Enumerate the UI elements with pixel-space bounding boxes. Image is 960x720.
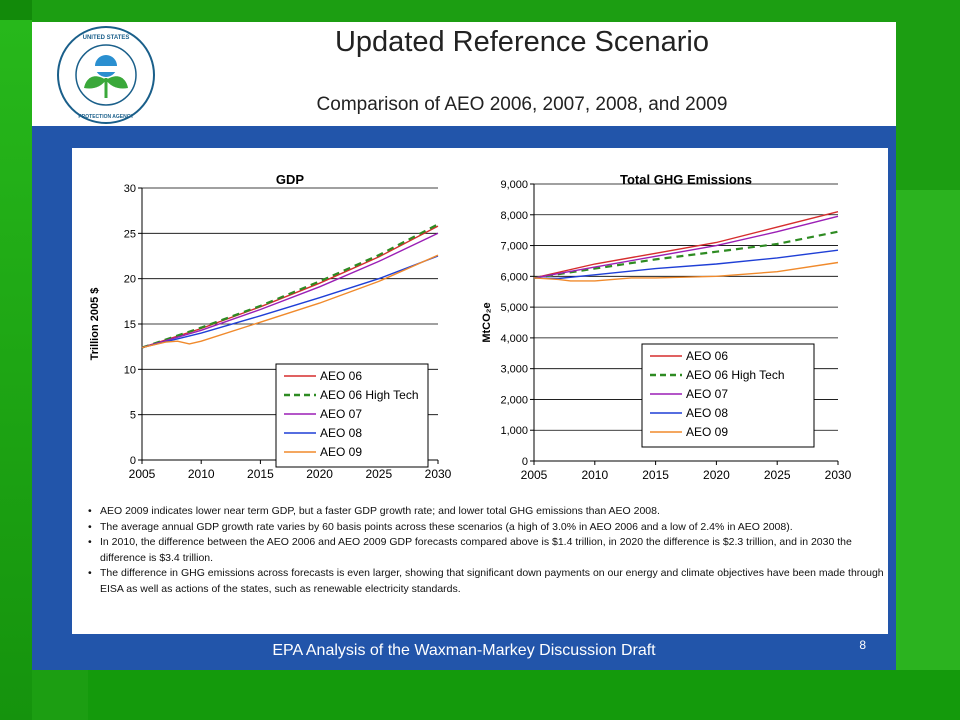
legend-label: AEO 06 bbox=[320, 369, 362, 383]
series-line-aeo-06-high-tech bbox=[533, 230, 839, 279]
y-tick-label: 0 bbox=[522, 456, 528, 468]
series-line-aeo-06-high-tech bbox=[141, 223, 439, 349]
background-block-bottom bbox=[88, 670, 960, 720]
x-tick-label: 2010 bbox=[188, 467, 215, 481]
footer-bar: EPA Analysis of the Waxman-Markey Discus… bbox=[32, 634, 896, 670]
background-block bbox=[896, 190, 960, 720]
bullet-list: AEO 2009 indicates lower near term GDP, … bbox=[88, 504, 888, 597]
series-line-aeo-07 bbox=[141, 232, 439, 349]
chart-title: GDP bbox=[276, 172, 305, 187]
y-tick-label: 4,000 bbox=[500, 333, 528, 345]
y-axis-label: Trillion 2005 $ bbox=[89, 288, 101, 361]
y-tick-label: 5 bbox=[130, 410, 136, 422]
chart-title: Total GHG Emissions bbox=[620, 172, 752, 187]
series-line-aeo-09 bbox=[141, 254, 439, 349]
y-tick-label: 6,000 bbox=[500, 271, 528, 283]
legend-label: AEO 07 bbox=[320, 407, 362, 421]
legend-label: AEO 06 High Tech bbox=[686, 368, 785, 382]
y-tick-label: 5,000 bbox=[500, 302, 528, 314]
bullet-item: AEO 2009 indicates lower near term GDP, … bbox=[88, 504, 888, 520]
x-tick-label: 2020 bbox=[703, 468, 730, 482]
x-tick-label: 2020 bbox=[306, 467, 333, 481]
svg-text:UNITED STATES: UNITED STATES bbox=[83, 35, 130, 41]
x-tick-label: 2030 bbox=[825, 468, 852, 482]
x-tick-label: 2015 bbox=[642, 468, 669, 482]
epa-logo: UNITED STATES PROTECTION AGENCY bbox=[57, 26, 155, 124]
svg-text:PROTECTION AGENCY: PROTECTION AGENCY bbox=[78, 114, 134, 120]
x-tick-label: 2025 bbox=[365, 467, 392, 481]
y-tick-label: 1,000 bbox=[500, 425, 528, 437]
slide: UNITED STATES PROTECTION AGENCY Updated … bbox=[32, 22, 896, 670]
legend-label: AEO 06 bbox=[686, 349, 728, 363]
bullet-item: The difference in GHG emissions across f… bbox=[88, 566, 888, 597]
blue-band-left bbox=[32, 148, 72, 638]
legend-label: AEO 07 bbox=[686, 387, 728, 401]
page-number: 8 bbox=[859, 638, 866, 652]
bullet-item: The average annual GDP growth rate varie… bbox=[88, 520, 888, 536]
slide-subtitle: Comparison of AEO 2006, 2007, 2008, and … bbox=[316, 94, 728, 115]
legend-label: AEO 08 bbox=[686, 406, 728, 420]
legend-label: AEO 09 bbox=[320, 445, 362, 459]
series-line-aeo-08 bbox=[141, 255, 439, 349]
y-tick-label: 30 bbox=[124, 183, 136, 195]
legend-box bbox=[641, 343, 815, 448]
y-tick-label: 25 bbox=[124, 228, 136, 240]
x-tick-label: 2005 bbox=[521, 468, 548, 482]
legend-box bbox=[275, 363, 429, 468]
legend-label: AEO 09 bbox=[686, 425, 728, 439]
y-tick-label: 10 bbox=[124, 364, 136, 376]
y-tick-label: 7,000 bbox=[500, 241, 528, 253]
series-line-aeo-06 bbox=[533, 211, 839, 279]
footer-text: EPA Analysis of the Waxman-Markey Discus… bbox=[272, 642, 656, 659]
legend-label: AEO 08 bbox=[320, 426, 362, 440]
background-stripe bbox=[0, 20, 32, 720]
ghg-chart: Total GHG Emissions MtCO₂e 0 1,000 2,000 3,00… bbox=[481, 172, 852, 482]
y-tick-label: 20 bbox=[124, 274, 136, 286]
series-line-aeo-07 bbox=[533, 215, 839, 279]
y-tick-label: 3,000 bbox=[500, 364, 528, 376]
bullet-item: In 2010, the difference between the AEO … bbox=[88, 535, 888, 566]
blue-band-right bbox=[888, 148, 896, 638]
y-tick-label: 2,000 bbox=[500, 394, 528, 406]
y-tick-label: 15 bbox=[124, 319, 136, 331]
y-tick-label: 0 bbox=[130, 455, 136, 467]
legend-label: AEO 06 High Tech bbox=[320, 388, 419, 402]
series-line-aeo-08 bbox=[533, 249, 839, 280]
slide-title: Updated Reference Scenario bbox=[334, 26, 709, 58]
x-tick-label: 2015 bbox=[247, 467, 274, 481]
x-tick-label: 2025 bbox=[764, 468, 791, 482]
y-axis-label: MtCO₂e bbox=[481, 302, 493, 342]
y-tick-label: 9,000 bbox=[500, 179, 528, 191]
y-tick-label: 8,000 bbox=[500, 210, 528, 222]
blue-band bbox=[32, 126, 896, 148]
x-tick-label: 2005 bbox=[129, 467, 156, 481]
series-line-aeo-06 bbox=[141, 225, 439, 349]
series-line-aeo-09 bbox=[533, 261, 839, 282]
x-tick-label: 2010 bbox=[581, 468, 608, 482]
x-tick-label: 2030 bbox=[425, 467, 452, 481]
